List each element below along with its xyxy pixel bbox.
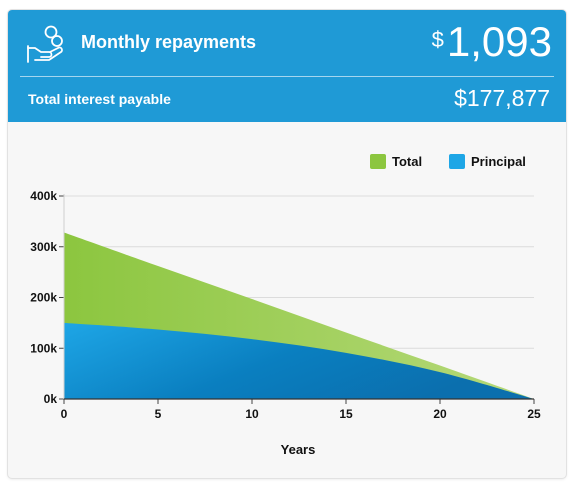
x-tick-label: 15 bbox=[339, 407, 353, 421]
y-tick-label: 200k bbox=[30, 291, 57, 305]
monthly-repayment-amount: $1,093 bbox=[432, 18, 552, 66]
x-tick-label: 10 bbox=[245, 407, 259, 421]
x-tick-label: 0 bbox=[61, 407, 68, 421]
y-tick-label: 400k bbox=[30, 189, 57, 203]
legend-item-principal: Principal bbox=[449, 154, 526, 169]
monthly-repayments-title: Monthly repayments bbox=[81, 32, 257, 52]
legend-label-total: Total bbox=[392, 154, 423, 169]
area-principal bbox=[64, 322, 534, 399]
monthly-repayments-row: Monthly repayments $1,093 bbox=[8, 10, 566, 76]
loan-balance-chart: 0k 100k 200k 300k 400k 0 5 10 15 20 25 bbox=[30, 189, 541, 421]
chart-legend: Total Principal bbox=[8, 154, 566, 174]
currency-symbol: $ bbox=[431, 27, 444, 52]
x-tick-label: 25 bbox=[527, 407, 541, 421]
chart-axes: 0k 100k 200k 300k 400k 0 5 10 15 20 25 bbox=[30, 189, 541, 421]
chart-areas bbox=[64, 232, 534, 399]
y-tick-label: 300k bbox=[30, 240, 57, 254]
total-interest-value: $177,877 bbox=[454, 85, 550, 111]
legend-label-principal: Principal bbox=[471, 154, 526, 169]
x-tick-label: 5 bbox=[155, 407, 162, 421]
y-tick-label: 0k bbox=[44, 392, 58, 406]
legend-item-total: Total bbox=[370, 154, 422, 169]
header-divider bbox=[20, 76, 554, 77]
repayment-card: Monthly repayments $1,093 Total interest… bbox=[8, 10, 566, 478]
x-axis-title: Years bbox=[280, 442, 316, 457]
hand-coins-icon bbox=[27, 25, 63, 63]
x-tick-label: 20 bbox=[433, 407, 447, 421]
legend-swatch-total bbox=[370, 154, 386, 169]
y-tick-label: 100k bbox=[30, 341, 57, 355]
legend-swatch-principal bbox=[449, 154, 465, 169]
monthly-amount-value: 1,093 bbox=[446, 18, 552, 65]
total-interest-label: Total interest payable bbox=[28, 91, 171, 107]
summary-header: Monthly repayments $1,093 Total interest… bbox=[8, 10, 566, 122]
